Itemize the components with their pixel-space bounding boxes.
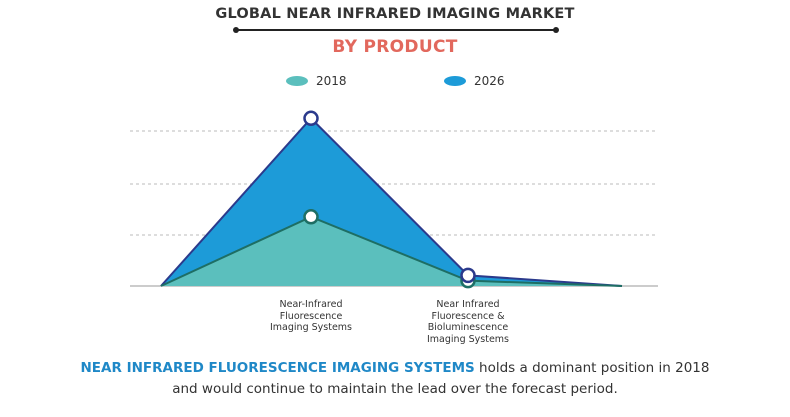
chart-subtitle: BY PRODUCT <box>332 37 458 57</box>
category-label-2: Near Infrared Fluorescence & Bioluminescen… <box>427 299 509 345</box>
legend-swatch-2018 <box>286 76 308 86</box>
legend-label-2018: 2018 <box>316 74 347 88</box>
category-label-1: Near-Infrared Fluorescence Imaging Systems <box>270 299 352 333</box>
chart-title: GLOBAL NEAR INFRARED IMAGING MARKET <box>215 6 575 22</box>
caption-line2: and would continue to maintain the lead … <box>172 381 618 397</box>
point-2026-2 <box>460 267 476 284</box>
title-underline <box>233 27 559 33</box>
line-2018 <box>160 215 623 287</box>
legend-item-2018: 2018 <box>286 74 347 88</box>
caption-line1-rest: holds a dominant position in 2018 <box>474 360 710 376</box>
caption: NEAR INFRARED FLUORESCENCE IMAGING SYSTE… <box>0 358 790 400</box>
legend-swatch-2026 <box>444 76 466 86</box>
legend-label-2026: 2026 <box>474 74 505 88</box>
caption-highlight: NEAR INFRARED FLUORESCENCE IMAGING SYSTE… <box>80 360 475 376</box>
point-2018-1 <box>303 209 319 225</box>
legend: 2018 2026 <box>0 74 790 92</box>
point-2026-1 <box>303 110 319 127</box>
area-2018 <box>161 216 622 286</box>
legend-item-2026: 2026 <box>444 74 505 88</box>
line-2026 <box>160 116 623 287</box>
